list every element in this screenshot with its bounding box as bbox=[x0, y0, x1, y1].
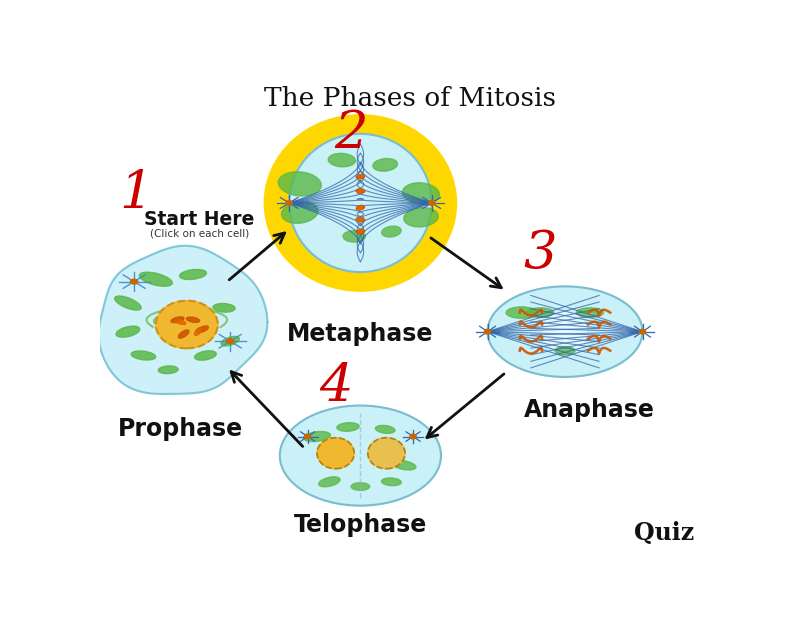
Ellipse shape bbox=[382, 226, 401, 237]
Ellipse shape bbox=[526, 308, 554, 318]
Ellipse shape bbox=[555, 347, 575, 355]
Text: (Click on each cell): (Click on each cell) bbox=[150, 229, 249, 239]
Ellipse shape bbox=[356, 218, 365, 222]
Ellipse shape bbox=[179, 269, 206, 280]
Ellipse shape bbox=[213, 303, 235, 312]
Ellipse shape bbox=[357, 218, 364, 222]
Ellipse shape bbox=[171, 317, 184, 322]
Ellipse shape bbox=[576, 308, 603, 318]
Text: The Phases of Mitosis: The Phases of Mitosis bbox=[264, 86, 556, 111]
Polygon shape bbox=[98, 246, 267, 394]
Text: Quiz: Quiz bbox=[634, 521, 694, 545]
Ellipse shape bbox=[130, 279, 138, 284]
Ellipse shape bbox=[506, 307, 537, 318]
Ellipse shape bbox=[402, 183, 439, 204]
Ellipse shape bbox=[392, 461, 416, 470]
Ellipse shape bbox=[116, 326, 140, 337]
Ellipse shape bbox=[404, 207, 438, 227]
Ellipse shape bbox=[382, 478, 402, 486]
Ellipse shape bbox=[487, 287, 642, 377]
Ellipse shape bbox=[290, 135, 430, 271]
Ellipse shape bbox=[351, 483, 370, 490]
Text: 2: 2 bbox=[334, 108, 368, 159]
Ellipse shape bbox=[639, 329, 646, 334]
Text: 3: 3 bbox=[523, 228, 557, 279]
Ellipse shape bbox=[280, 405, 441, 506]
Ellipse shape bbox=[114, 296, 141, 310]
Ellipse shape bbox=[318, 477, 340, 487]
Ellipse shape bbox=[410, 434, 416, 439]
Text: 4: 4 bbox=[319, 361, 352, 412]
Ellipse shape bbox=[358, 189, 363, 193]
Ellipse shape bbox=[278, 172, 322, 196]
Ellipse shape bbox=[356, 206, 365, 210]
Ellipse shape bbox=[358, 205, 362, 210]
Ellipse shape bbox=[158, 366, 178, 374]
Ellipse shape bbox=[356, 189, 365, 193]
Text: Start Here: Start Here bbox=[144, 210, 254, 229]
Ellipse shape bbox=[368, 438, 405, 469]
Ellipse shape bbox=[178, 330, 189, 338]
Ellipse shape bbox=[356, 175, 365, 179]
Ellipse shape bbox=[429, 201, 435, 206]
Ellipse shape bbox=[328, 154, 355, 167]
Text: Anaphase: Anaphase bbox=[524, 398, 655, 422]
Ellipse shape bbox=[131, 351, 156, 360]
Ellipse shape bbox=[286, 201, 292, 206]
Text: Prophase: Prophase bbox=[118, 417, 243, 441]
Ellipse shape bbox=[358, 229, 363, 234]
Text: Metaphase: Metaphase bbox=[287, 322, 434, 346]
Ellipse shape bbox=[282, 202, 318, 223]
Ellipse shape bbox=[337, 423, 359, 431]
Text: 1: 1 bbox=[119, 168, 153, 219]
Ellipse shape bbox=[221, 337, 239, 346]
Ellipse shape bbox=[186, 317, 200, 322]
Ellipse shape bbox=[317, 438, 354, 469]
Ellipse shape bbox=[375, 425, 395, 433]
Ellipse shape bbox=[196, 326, 209, 332]
Ellipse shape bbox=[485, 329, 490, 334]
Ellipse shape bbox=[305, 434, 310, 439]
Ellipse shape bbox=[373, 158, 398, 171]
Ellipse shape bbox=[356, 230, 365, 233]
Ellipse shape bbox=[226, 339, 234, 344]
Text: Telophase: Telophase bbox=[294, 513, 427, 537]
Ellipse shape bbox=[139, 272, 172, 286]
Ellipse shape bbox=[289, 134, 432, 272]
Ellipse shape bbox=[544, 311, 586, 352]
Ellipse shape bbox=[194, 328, 202, 335]
Ellipse shape bbox=[303, 431, 330, 441]
Ellipse shape bbox=[194, 351, 216, 360]
Ellipse shape bbox=[175, 320, 186, 324]
Ellipse shape bbox=[156, 301, 218, 348]
Ellipse shape bbox=[343, 231, 366, 242]
Ellipse shape bbox=[358, 175, 363, 180]
Ellipse shape bbox=[264, 115, 457, 291]
